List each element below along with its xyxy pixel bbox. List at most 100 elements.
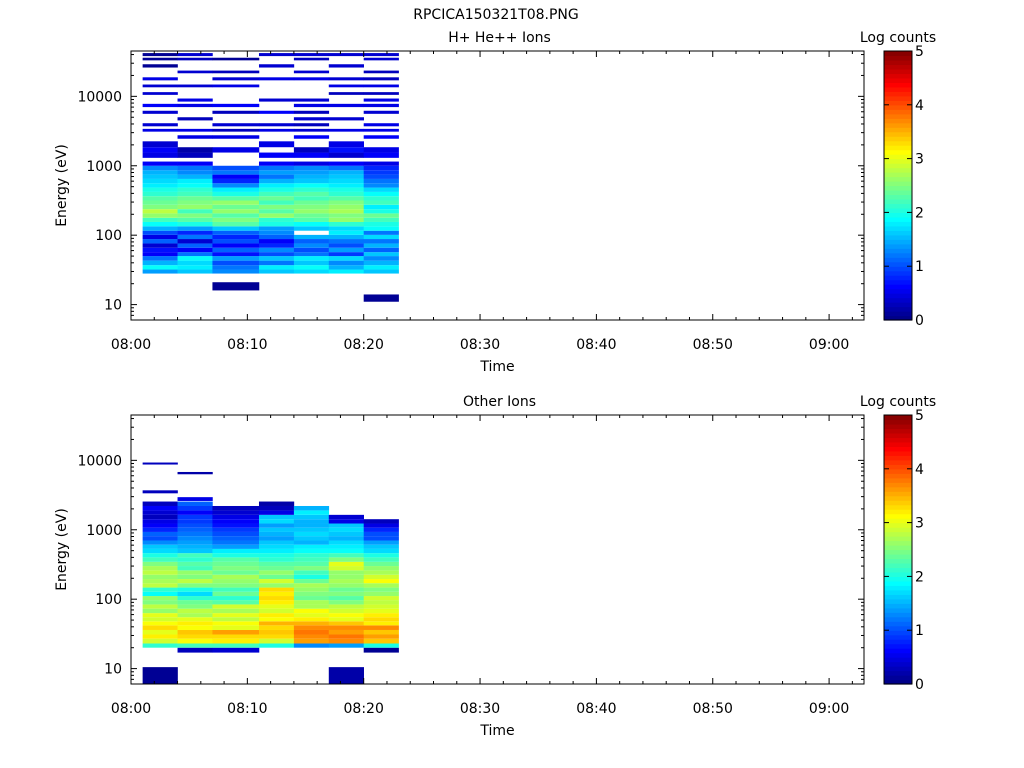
heatmap-cell <box>212 183 260 188</box>
heatmap-cell <box>212 613 260 618</box>
heatmap-cell <box>293 548 330 554</box>
heatmap-cell <box>142 531 178 537</box>
heatmap-cell <box>363 165 399 171</box>
heatmap-cell <box>212 527 260 532</box>
heatmap-cell <box>328 269 364 274</box>
heatmap-cell <box>212 643 260 648</box>
colorbar-segment <box>884 423 912 430</box>
colorbar-segment <box>884 675 912 681</box>
colorbar-segment <box>884 540 912 546</box>
heatmap-cell <box>142 234 178 240</box>
colorbar-segment <box>884 270 912 276</box>
colorbar-segment <box>884 306 912 312</box>
heatmap-cell <box>177 514 213 520</box>
colorbar-segment <box>884 243 912 249</box>
heatmap-cell <box>212 165 260 171</box>
heatmap-cell <box>363 98 399 102</box>
colorbar-segment <box>884 315 912 321</box>
colorbar-segment <box>884 576 912 582</box>
heatmap-cell <box>177 213 213 218</box>
heatmap-cell <box>328 613 364 618</box>
heatmap-cell <box>177 230 213 235</box>
heatmap-cell <box>293 209 330 214</box>
heatmap-cell <box>293 621 330 626</box>
heatmap-cell <box>363 252 399 257</box>
colorbar-segment <box>884 473 912 479</box>
colorbar-segment <box>884 51 912 57</box>
heatmap-cell <box>142 243 178 248</box>
heatmap-cell <box>328 587 364 592</box>
heatmap-cell <box>142 226 178 231</box>
heatmap-cell <box>363 591 399 597</box>
heatmap-cell <box>293 600 330 605</box>
colorbar-segment <box>884 212 912 218</box>
heatmap-cell <box>142 174 178 179</box>
heatmap-cell <box>177 57 213 61</box>
heatmap-cell <box>142 200 178 205</box>
colorbar-segment <box>884 118 912 124</box>
heatmap-cell <box>142 462 178 465</box>
heatmap-cell <box>177 204 213 210</box>
heatmap-cell <box>212 247 260 253</box>
heatmap-cell <box>328 209 364 214</box>
heatmap-cell <box>212 110 260 114</box>
heatmap-cell <box>363 123 399 127</box>
x-tick-label: 08:20 <box>344 701 384 717</box>
heatmap-cell <box>363 260 399 266</box>
colorbar-segment <box>884 100 912 106</box>
heatmap-cell <box>142 501 178 506</box>
heatmap-cell <box>328 523 364 528</box>
heatmap-cell <box>293 608 330 614</box>
heatmap-cell <box>212 84 260 88</box>
heatmap-cell <box>258 591 295 597</box>
heatmap-cell <box>142 53 178 57</box>
colorbar-segment <box>884 648 912 654</box>
heatmap-cell <box>212 566 260 571</box>
heatmap-cell <box>142 574 178 580</box>
heatmap-cell <box>328 152 364 158</box>
heatmap-cell <box>142 191 178 197</box>
heatmap-cell <box>328 579 364 584</box>
heatmap-cell <box>363 256 399 261</box>
heatmap-cell <box>142 621 178 626</box>
heatmap-cell <box>363 294 399 302</box>
heatmap-cell <box>177 135 213 139</box>
colorbar-segment <box>884 639 912 645</box>
heatmap-cell <box>293 570 330 575</box>
heatmap-cell <box>293 178 330 184</box>
heatmap-cell <box>177 170 213 175</box>
heatmap-cell <box>212 561 260 567</box>
colorbar-segment <box>884 616 912 622</box>
colorbar-segment <box>884 661 912 667</box>
heatmap-cell <box>328 230 364 235</box>
heatmap-cell <box>293 596 330 601</box>
heatmap-cell <box>142 252 178 257</box>
heatmap-cell <box>258 570 295 575</box>
heatmap-cell <box>258 514 295 520</box>
heatmap-cell <box>177 617 213 622</box>
heatmap-cell <box>212 234 260 240</box>
heatmap-cell <box>363 548 399 554</box>
heatmap-cell <box>258 64 295 68</box>
heatmap-cell <box>177 527 213 532</box>
heatmap-cell <box>293 510 330 515</box>
colorbar-segment <box>884 279 912 285</box>
heatmap-cell <box>363 128 399 132</box>
heatmap-cell <box>328 617 364 622</box>
colorbar-label: Log counts <box>860 394 936 410</box>
colorbar-segment <box>884 607 912 613</box>
heatmap-cell <box>328 200 364 205</box>
heatmap-cell <box>293 629 330 635</box>
heatmap-cell <box>328 183 364 188</box>
heatmap-cell <box>142 209 178 214</box>
heatmap-cell <box>212 514 260 520</box>
heatmap-cell <box>212 170 260 175</box>
heatmap-cell <box>142 178 178 184</box>
heatmap-cell <box>328 600 364 605</box>
heatmap-cell <box>293 505 330 511</box>
heatmap-cell <box>328 84 364 88</box>
heatmap-cell <box>328 221 364 227</box>
colorbar-segment <box>884 518 912 524</box>
heatmap-cell <box>258 536 295 541</box>
